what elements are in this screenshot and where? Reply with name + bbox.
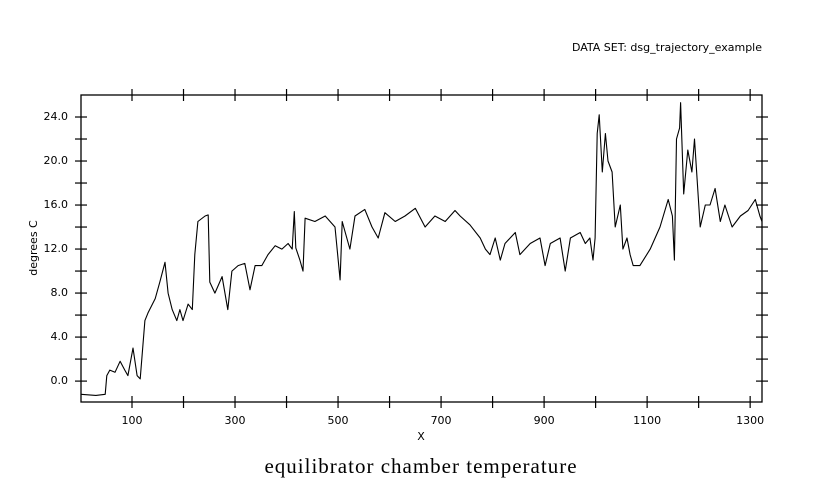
x-tick-label: 500 <box>328 414 349 427</box>
y-tick-label: 8.0 <box>51 286 69 299</box>
y-axis-label: degrees C <box>27 220 40 276</box>
x-tick-label: 1100 <box>633 414 661 427</box>
x-tick-label: 700 <box>431 414 452 427</box>
x-tick-label: 100 <box>121 414 142 427</box>
x-tick-label: 1300 <box>736 414 764 427</box>
x-axis-label: X <box>417 430 425 443</box>
y-tick-label: 20.0 <box>44 154 69 167</box>
y-tick-label: 24.0 <box>44 110 69 123</box>
x-tick-label: 300 <box>225 414 246 427</box>
y-tick-label: 0.0 <box>51 374 69 387</box>
plot-frame <box>80 94 763 403</box>
y-tick-label: 16.0 <box>44 198 69 211</box>
y-tick-label: 12.0 <box>44 242 69 255</box>
chart-subtitle: DATA SET: dsg_trajectory_example <box>572 41 762 54</box>
x-tick-label: 900 <box>534 414 555 427</box>
data-line <box>80 102 763 396</box>
chart-title: equilibrator chamber temperature <box>264 454 577 478</box>
y-tick-label: 4.0 <box>51 330 69 343</box>
